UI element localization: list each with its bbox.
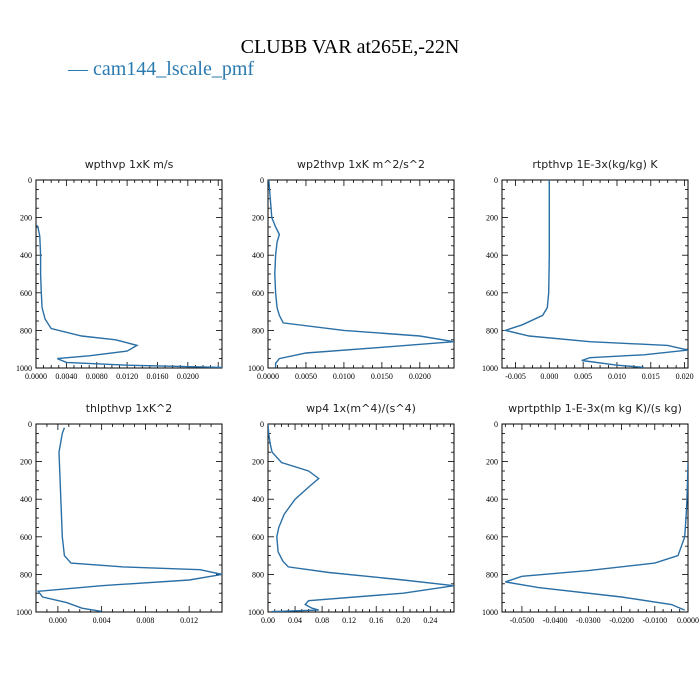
series-line-wprtpthlp [505, 461, 688, 611]
series-line-wp4 [268, 424, 454, 612]
x-tick-label: 0.0100 [333, 372, 355, 381]
y-tick-label: 0 [28, 420, 32, 429]
x-tick-label: -0.0500 [510, 616, 535, 625]
chart-panel-wprtpthlp: wprtpthlp 1-E-3x(m kg K)/(s kg) 0 200 400 60… [482, 402, 699, 625]
x-tick-label: 0.0150 [371, 372, 393, 381]
x-tick-label: 0.08 [315, 616, 329, 625]
x-tick-label: -0.0300 [576, 616, 601, 625]
x-tick-label: 0.00 [261, 616, 275, 625]
x-tick-label: -0.005 [505, 372, 526, 381]
y-tick-label: 1000 [16, 364, 32, 373]
x-tick-label: 0.008 [136, 616, 154, 625]
x-tick-label: 0.004 [93, 616, 111, 625]
y-tick-label: 600 [252, 289, 264, 298]
x-tick-label: 0.0200 [409, 372, 431, 381]
x-tick-label: 0.000 [49, 616, 67, 625]
y-tick-label: 200 [20, 458, 32, 467]
x-tick-label: 0.0200 [177, 372, 199, 381]
x-tick-label: 0.0000 [25, 372, 47, 381]
panel-title: wp4 1x(m^4)/(s^4) [306, 402, 416, 415]
y-tick-label: 0 [494, 176, 498, 185]
x-tick-label: 0.000 [540, 372, 558, 381]
y-tick-label: 800 [252, 326, 264, 335]
y-tick-label: 1000 [482, 364, 498, 373]
x-tick-label: 0.0050 [295, 372, 317, 381]
y-tick-label: 200 [252, 458, 264, 467]
plot-frame [501, 423, 689, 613]
x-tick-label: 0.020 [676, 372, 694, 381]
chart-panel-rtpthvp: rtpthvp 1E-3x(kg/kg) K 0 200 400 600 800 1000-… [482, 158, 694, 381]
chart-panel-wp2thvp: wp2thvp 1xK m^2/s^2020040060080010000.00… [248, 158, 455, 381]
y-tick-label: 600 [252, 533, 264, 542]
y-tick-label: 1000 [248, 364, 264, 373]
y-tick-label: 0 [260, 176, 264, 185]
x-tick-label: 0.0000 [257, 372, 279, 381]
plot-frame [501, 179, 689, 369]
plot-frame [35, 179, 223, 369]
x-tick-label: 0.0160 [146, 372, 168, 381]
x-tick-label: 0.04 [288, 616, 302, 625]
chart-panel-thlpthvp: thlpthvp 1xK^2 0 200 400 600 800 1000 0.000 0.00… [16, 402, 223, 625]
x-tick-label: 0.12 [342, 616, 356, 625]
x-tick-label: 0.0080 [86, 372, 108, 381]
plot-frame [267, 423, 455, 613]
panel-title: thlpthvp 1xK^2 [86, 402, 173, 415]
y-tick-label: 0 [260, 420, 264, 429]
x-tick-label: 0.0120 [116, 372, 138, 381]
x-tick-label: 0.0040 [55, 372, 77, 381]
x-tick-label: 0.012 [180, 616, 198, 625]
series-line-wpthvp [36, 224, 222, 368]
x-tick-label: 0.20 [396, 616, 410, 625]
y-tick-label: 200 [486, 458, 498, 467]
y-tick-label: 800 [20, 570, 32, 579]
y-tick-label: 200 [252, 214, 264, 223]
panel-title: rtpthvp 1E-3x(kg/kg) K [532, 158, 658, 171]
y-tick-label: 1000 [248, 608, 264, 617]
y-tick-label: 1000 [16, 608, 32, 617]
plot-frame [267, 179, 455, 369]
x-tick-label: -0.0100 [642, 616, 667, 625]
y-tick-label: 400 [252, 495, 264, 504]
y-tick-label: 400 [486, 495, 498, 504]
y-tick-label: 1000 [482, 608, 498, 617]
y-tick-label: 600 [486, 289, 498, 298]
legend-entry: — cam144_lscale_pmf [68, 58, 255, 80]
y-tick-label: 600 [486, 533, 498, 542]
y-tick-label: 800 [20, 326, 32, 335]
panel-title: wpthvp 1xK m/s [85, 158, 174, 171]
y-tick-label: 800 [252, 570, 264, 579]
y-tick-label: 800 [486, 570, 498, 579]
page-title: CLUBB VAR at265E,-22N [240, 36, 460, 58]
series-line-rtpthvp [502, 180, 688, 368]
x-tick-label: -0.0400 [543, 616, 568, 625]
panel-title: wprtpthlp 1-E-3x(m kg K)/(s kg) [508, 402, 682, 415]
x-tick-label: 0.015 [642, 372, 660, 381]
series-line-thlpthvp [36, 427, 222, 612]
y-tick-label: 400 [20, 495, 32, 504]
x-tick-label: 0.16 [369, 616, 383, 625]
y-tick-label: 200 [486, 214, 498, 223]
y-tick-label: 600 [20, 533, 32, 542]
x-tick-label: 0.005 [574, 372, 592, 381]
y-tick-label: 200 [20, 214, 32, 223]
x-tick-label: -0.0200 [609, 616, 634, 625]
y-tick-label: 0 [28, 176, 32, 185]
y-tick-label: 400 [252, 251, 264, 260]
y-tick-label: 600 [20, 289, 32, 298]
y-tick-label: 400 [486, 251, 498, 260]
x-tick-label: 0.0000 [677, 616, 699, 625]
series-line-wp2thvp [268, 180, 454, 368]
x-tick-label: 0.24 [423, 616, 437, 625]
y-tick-label: 0 [494, 420, 498, 429]
x-tick-label: 0.010 [608, 372, 626, 381]
y-tick-label: 800 [486, 326, 498, 335]
y-tick-label: 400 [20, 251, 32, 260]
panel-title: wp2thvp 1xK m^2/s^2 [297, 158, 425, 171]
